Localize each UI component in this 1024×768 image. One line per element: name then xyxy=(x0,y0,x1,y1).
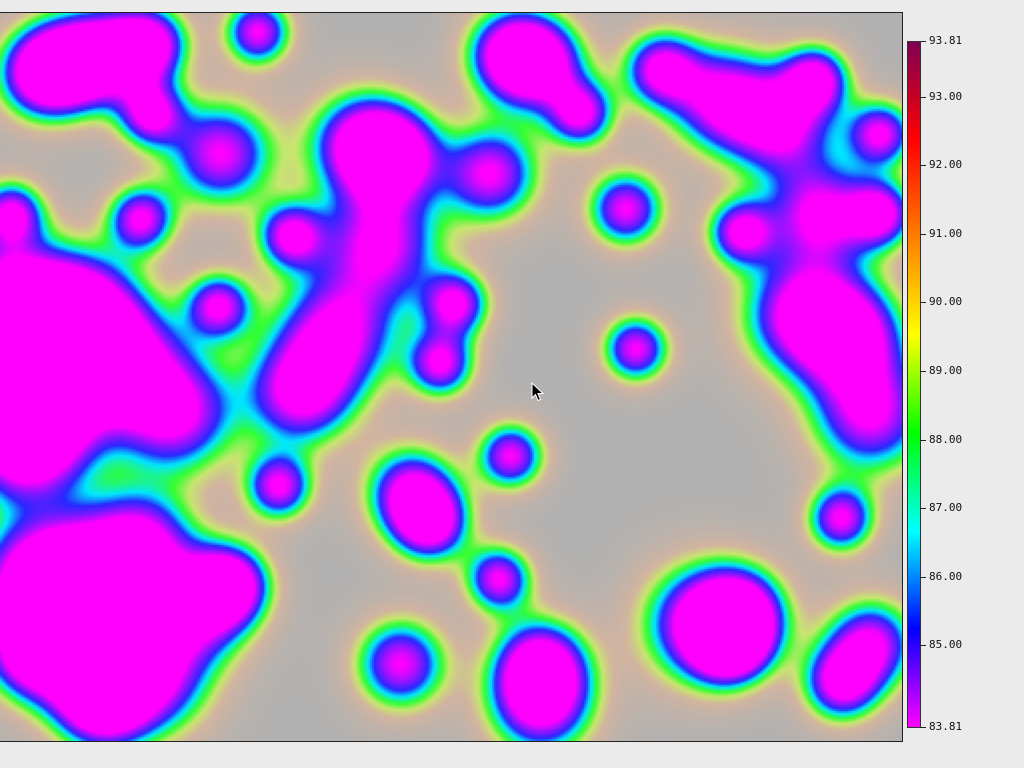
colorbar-tick-label: 85.00 xyxy=(929,638,963,651)
colorbar-tick xyxy=(921,727,926,728)
colorbar-tick-label: 83.81 xyxy=(929,720,963,733)
colorbar-tick xyxy=(921,440,926,441)
colorbar-tick xyxy=(921,508,926,509)
colorbar-tick xyxy=(921,234,926,235)
colorbar-tick-label: 90.00 xyxy=(929,295,963,308)
colorbar-tick-label: 91.00 xyxy=(929,227,963,240)
colorbar-tick xyxy=(921,577,926,578)
colorbar-tick-label: 88.00 xyxy=(929,433,963,446)
colorbar-tick xyxy=(921,165,926,166)
colorbar-tick-label: 93.00 xyxy=(929,90,963,103)
colorbar-tick-label: 92.00 xyxy=(929,158,963,171)
colorbar xyxy=(907,41,921,728)
arrow-cursor-icon xyxy=(531,382,545,402)
colorbar-tick xyxy=(921,97,926,98)
colorbar-tick xyxy=(921,371,926,372)
colorbar-tick-label: 89.00 xyxy=(929,364,963,377)
colorbar-tick xyxy=(921,645,926,646)
heatmap-plot-area[interactable] xyxy=(0,12,903,742)
colorbar-tick xyxy=(921,302,926,303)
colorbar-tick-label: 93.81 xyxy=(929,34,963,47)
colorbar-tick xyxy=(921,41,926,42)
heatmap-canvas[interactable] xyxy=(0,13,902,741)
colorbar-tick-label: 86.00 xyxy=(929,570,963,583)
colorbar-tick-label: 87.00 xyxy=(929,501,963,514)
